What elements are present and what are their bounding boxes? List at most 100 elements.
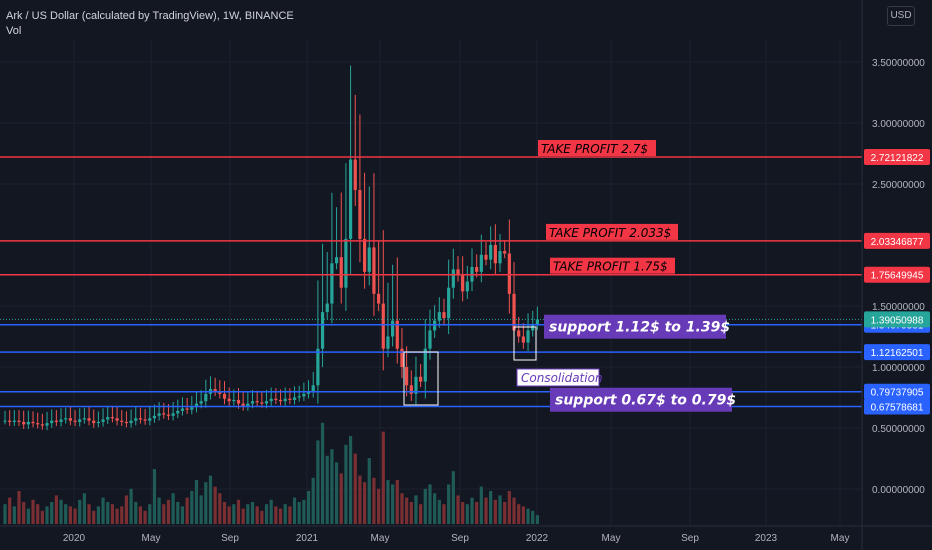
take-profit-label-bg <box>538 140 656 157</box>
volume-bar <box>442 504 446 524</box>
x-tick-label: Sep <box>221 533 239 544</box>
x-tick-label: 2021 <box>296 533 319 544</box>
candle-body <box>110 417 115 419</box>
volume-bar <box>87 504 91 524</box>
y-tick-label: 1.50000000 <box>872 302 925 313</box>
take-profit-label-bg <box>546 223 678 240</box>
y-tick-label: 0.00000000 <box>872 485 925 496</box>
candle-body <box>447 287 451 319</box>
volume-bar <box>339 473 343 524</box>
volume-bar <box>456 495 460 524</box>
candle-body <box>456 269 460 276</box>
candle-body <box>73 420 77 422</box>
candle-body <box>419 376 423 382</box>
volume-bar <box>40 510 44 524</box>
resistance-price-label: 2.03346877 <box>871 237 924 248</box>
volume-bar <box>334 462 339 524</box>
volume-bar <box>26 508 30 524</box>
volume-bar <box>204 482 208 524</box>
volume-bar <box>531 510 535 524</box>
volume-bar <box>274 506 278 524</box>
candle-body <box>54 420 58 422</box>
candle-body <box>507 253 511 294</box>
volume-bar <box>8 497 12 524</box>
y-tick-label: 2.50000000 <box>872 180 925 191</box>
candle-body <box>40 424 44 426</box>
candle-body <box>218 391 222 394</box>
candle-body <box>316 348 320 386</box>
candle-body <box>204 393 208 402</box>
volume-bar <box>171 493 175 524</box>
volume-bar <box>353 453 357 524</box>
volume-bar <box>246 504 250 524</box>
candle-body <box>264 401 269 404</box>
volume-bar <box>3 504 7 524</box>
consolidation-label: Consolidation <box>521 371 603 385</box>
resistance-price-tag <box>864 232 930 249</box>
candle-body <box>311 385 315 392</box>
volume-bar <box>316 440 320 524</box>
resistance-price-label: 1.75649945 <box>871 271 924 282</box>
take-profit-label: TAKE PROFIT 2.7$ <box>541 142 648 156</box>
candle-body <box>138 418 143 420</box>
volume-bar <box>106 502 110 524</box>
candle-body <box>171 413 175 416</box>
y-tick-label: 0.50000000 <box>872 424 925 435</box>
volume-bar <box>124 495 129 524</box>
candle-body <box>148 418 152 421</box>
candle-body <box>442 312 446 319</box>
volume-bar <box>129 488 133 524</box>
candle-body <box>12 420 16 422</box>
volume-bar <box>157 497 161 524</box>
consolidation-label-bg <box>516 368 600 387</box>
candle-body <box>96 421 100 424</box>
volume-bar <box>535 515 539 524</box>
volume-bar <box>451 471 455 524</box>
candle-body <box>250 401 255 404</box>
volume-bar <box>78 499 82 524</box>
volume-bar <box>395 480 399 524</box>
support-label: support 0.67$ to 0.79$ <box>555 393 736 409</box>
volume-bar <box>297 502 301 524</box>
candles <box>3 65 539 431</box>
volume-bar <box>320 422 325 524</box>
candle-body <box>232 399 236 402</box>
volume-bar <box>292 497 297 524</box>
take-profit-label: TAKE PROFIT 2.033$ <box>549 226 671 240</box>
volume-bar <box>344 444 348 524</box>
volume-bar <box>269 499 273 524</box>
candle-body <box>59 419 63 422</box>
candle-body <box>106 417 110 420</box>
volume-bar <box>115 508 119 524</box>
currency-button[interactable]: USD <box>887 6 915 26</box>
volume-bar <box>465 504 469 524</box>
volume-bar <box>264 504 269 524</box>
candle-body <box>437 312 441 321</box>
candle-body <box>260 402 264 404</box>
volume-bar <box>447 484 451 524</box>
candle-body <box>269 398 273 402</box>
volume-bar <box>241 508 245 524</box>
candle-body <box>45 423 49 426</box>
volume-bar <box>409 502 413 524</box>
candle-body <box>199 401 203 404</box>
candle-body <box>451 269 455 288</box>
volume-bar <box>306 491 311 524</box>
resistance-price-tag <box>864 266 930 283</box>
candle-body <box>92 420 96 424</box>
candle-body <box>3 420 7 422</box>
candle-body <box>428 330 432 349</box>
candle-body <box>302 393 306 397</box>
volume-bar <box>73 508 77 524</box>
candle-body <box>465 281 469 292</box>
volume-label: Vol <box>6 25 22 37</box>
volume-bar <box>391 484 395 524</box>
candle-body <box>484 254 488 260</box>
candle-body <box>423 348 427 382</box>
candle-body <box>222 393 227 399</box>
volume-bar <box>17 491 21 524</box>
volume-bar <box>208 475 213 524</box>
volume-bar <box>512 497 516 524</box>
